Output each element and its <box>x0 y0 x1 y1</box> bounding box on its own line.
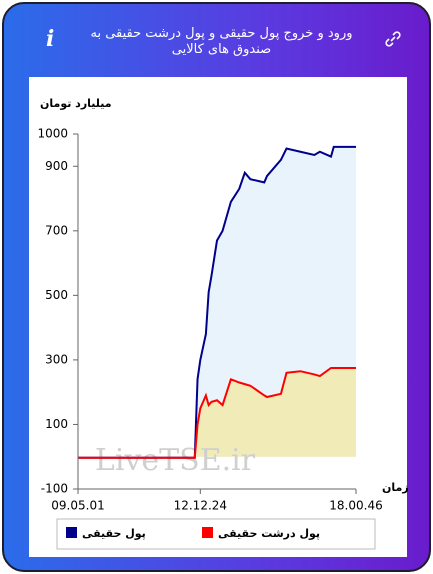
x-tick-label: 09.05.01 <box>51 499 104 513</box>
y-tick-label: 100 <box>45 417 68 431</box>
y-tick-label: 300 <box>45 352 68 366</box>
watermark: LiveTSE.ir <box>95 443 256 478</box>
y-tick-label: 900 <box>45 159 68 173</box>
chart-title: ورود و خروج پول حقیقی و پول درشت حقیقی ب… <box>90 26 353 57</box>
y-tick-label: 700 <box>45 223 68 237</box>
x-axis-label: زمان <box>382 481 409 494</box>
legend-swatch <box>202 527 213 538</box>
link-icon[interactable] <box>385 31 401 47</box>
x-tick-label: 18.00.46 <box>329 499 382 513</box>
info-icon[interactable]: i <box>46 26 55 52</box>
y-tick-label: 1000 <box>37 127 68 141</box>
legend <box>56 518 376 550</box>
x-tick-label: 12.12.24 <box>174 499 227 513</box>
y-tick-label: 500 <box>45 288 68 302</box>
legend-label: پول درشت حقیقی <box>218 527 320 540</box>
legend-swatch <box>66 527 77 538</box>
y-axis-label: میلیارد تومان <box>40 97 112 110</box>
series-line <box>78 145 356 459</box>
legend-label: پول حقیقی <box>82 527 146 540</box>
y-tick-label: -100 <box>41 482 68 496</box>
area <box>78 367 356 458</box>
series-line <box>78 366 356 459</box>
